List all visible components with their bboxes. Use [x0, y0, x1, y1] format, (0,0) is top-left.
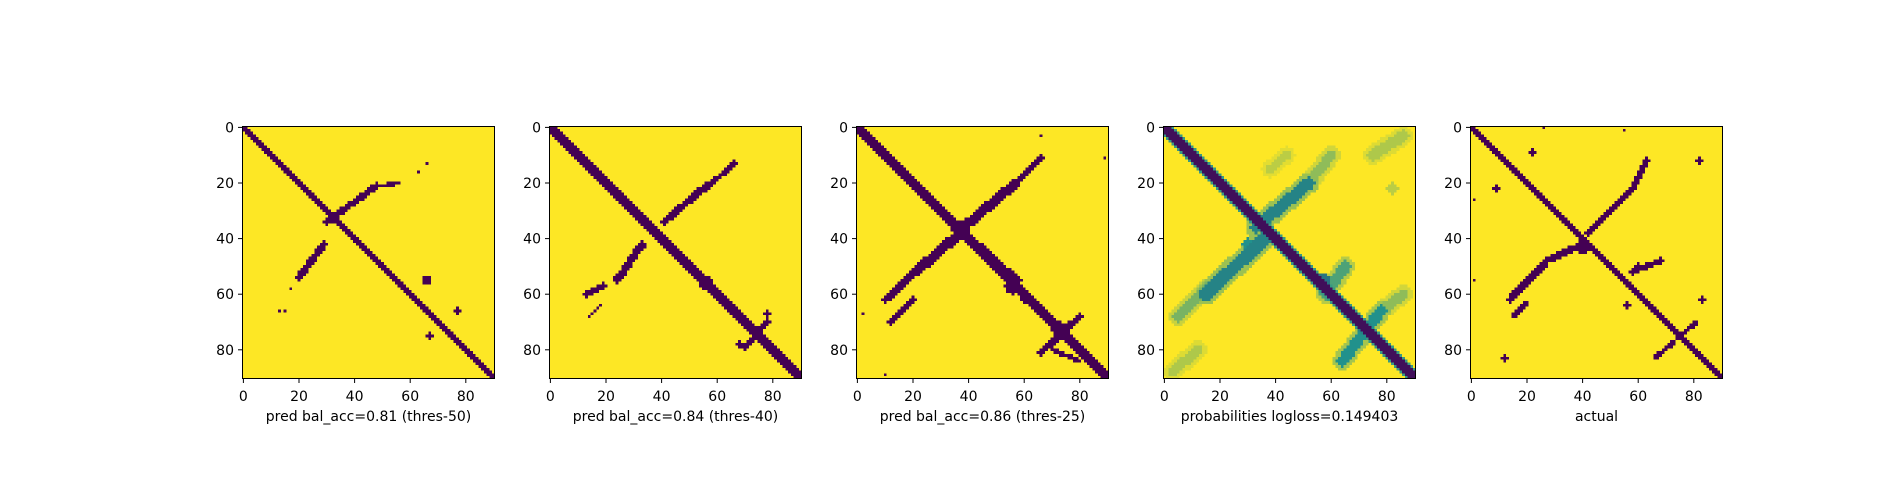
y-tick-label: 0 [225, 120, 234, 136]
x-tick-label: 80 [1685, 389, 1703, 405]
x-tick-label: 0 [1160, 389, 1169, 405]
heatmap-panel-pred-thres-40: 0 20 40 60 80 0 20 40 60 80 pred bal_acc=0.84 (t… [523, 120, 802, 425]
axes-frame [242, 126, 495, 379]
axes-frame [856, 126, 1109, 379]
heatmap-panel-probabilities: 0 20 40 60 80 0 20 40 60 80 probabilities loglos… [1137, 120, 1416, 425]
y-axis-ticks: 0 20 40 60 80 [216, 120, 242, 359]
x-tick-label: 80 [1071, 389, 1089, 405]
y-tick-label: 60 [830, 287, 848, 303]
x-tick-label: 80 [457, 389, 475, 405]
x-tick-label: 20 [904, 389, 922, 405]
y-axis-ticks: 0 20 40 60 80 [523, 120, 549, 359]
y-tick-label: 80 [830, 343, 848, 359]
y-axis-ticks: 0 20 40 60 80 [1444, 120, 1470, 359]
x-tick-label: 20 [597, 389, 615, 405]
y-tick-label: 0 [1146, 120, 1155, 136]
y-tick-label: 20 [523, 176, 541, 192]
y-axis-ticks: 0 20 40 60 80 [830, 120, 856, 359]
y-tick-label: 0 [1453, 120, 1462, 136]
heatmap-image [1470, 126, 1723, 379]
x-tick-label: 60 [1629, 389, 1647, 405]
y-axis-ticks: 0 20 40 60 80 [1137, 120, 1163, 359]
y-tick-label: 80 [523, 343, 541, 359]
y-tick-label: 40 [830, 232, 848, 248]
x-tick-label: 0 [853, 389, 862, 405]
panel-caption: pred bal_acc=0.81 (thres-50) [266, 409, 471, 425]
x-axis-ticks: 0 20 40 60 80 [1467, 379, 1703, 405]
x-tick-label: 60 [708, 389, 726, 405]
y-tick-label: 20 [1444, 176, 1462, 192]
x-tick-label: 0 [239, 389, 248, 405]
x-tick-label: 20 [1518, 389, 1536, 405]
y-tick-label: 40 [1444, 232, 1462, 248]
panel-caption: probabilities logloss=0.149403 [1181, 409, 1399, 425]
y-tick-label: 60 [216, 287, 234, 303]
panel-caption: pred bal_acc=0.86 (thres-25) [880, 409, 1085, 425]
x-tick-label: 80 [764, 389, 782, 405]
x-tick-label: 20 [290, 389, 308, 405]
axes-frame [1470, 126, 1723, 379]
heatmap-panel-pred-thres-50: 0 20 40 60 80 0 20 40 60 80 pred bal_acc=0.81 (t… [216, 120, 495, 425]
x-axis-ticks: 0 20 40 60 80 [853, 379, 1089, 405]
heatmap-image [549, 126, 802, 379]
x-axis-ticks: 0 20 40 60 80 [239, 379, 475, 405]
x-axis-ticks: 0 20 40 60 80 [1160, 379, 1396, 405]
x-tick-label: 80 [1378, 389, 1396, 405]
x-axis-ticks: 0 20 40 60 80 [546, 379, 782, 405]
y-tick-label: 60 [523, 287, 541, 303]
x-tick-label: 40 [1574, 389, 1592, 405]
x-tick-label: 60 [401, 389, 419, 405]
y-tick-label: 80 [1444, 343, 1462, 359]
heatmap-panel-pred-thres-25: 0 20 40 60 80 0 20 40 60 80 pred bal_acc=0.86 (t… [830, 120, 1109, 425]
y-tick-label: 20 [830, 176, 848, 192]
y-tick-label: 40 [1137, 232, 1155, 248]
x-tick-label: 60 [1015, 389, 1033, 405]
y-tick-label: 80 [216, 343, 234, 359]
x-tick-label: 40 [1267, 389, 1285, 405]
x-tick-label: 40 [653, 389, 671, 405]
y-tick-label: 0 [532, 120, 541, 136]
heatmap-image [1163, 126, 1416, 379]
panel-caption: pred bal_acc=0.84 (thres-40) [573, 409, 778, 425]
axes-frame [1163, 126, 1416, 379]
y-tick-label: 60 [1444, 287, 1462, 303]
y-tick-label: 60 [1137, 287, 1155, 303]
y-tick-label: 40 [523, 232, 541, 248]
heatmap-panel-actual: 0 20 40 60 80 0 20 40 60 80 actual [1444, 120, 1723, 425]
heatmap-image [242, 126, 495, 379]
y-tick-label: 40 [216, 232, 234, 248]
x-tick-label: 40 [346, 389, 364, 405]
panel-caption: actual [1575, 409, 1618, 425]
y-tick-label: 80 [1137, 343, 1155, 359]
y-tick-label: 20 [1137, 176, 1155, 192]
x-tick-label: 40 [960, 389, 978, 405]
x-tick-label: 0 [546, 389, 555, 405]
y-tick-label: 0 [839, 120, 848, 136]
x-tick-label: 0 [1467, 389, 1476, 405]
x-tick-label: 60 [1322, 389, 1340, 405]
y-tick-label: 20 [216, 176, 234, 192]
axes-frame [549, 126, 802, 379]
x-tick-label: 20 [1211, 389, 1229, 405]
heatmap-image [856, 126, 1109, 379]
